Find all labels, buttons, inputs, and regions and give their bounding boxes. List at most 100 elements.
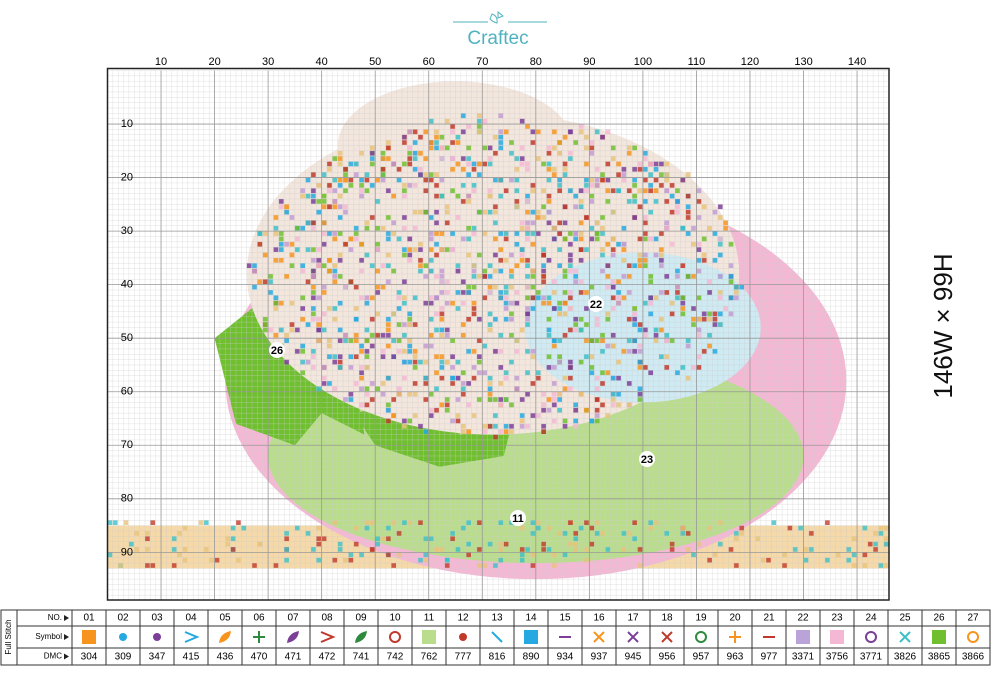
stitch: [418, 423, 423, 429]
stitch: [348, 552, 354, 558]
stitch: [353, 525, 359, 531]
stitch: [707, 290, 712, 295]
stitch: [471, 413, 477, 418]
stitch: [675, 188, 680, 194]
stitch: [626, 145, 632, 151]
stitch: [509, 359, 514, 365]
stitch: [616, 290, 621, 295]
stitch: [851, 536, 857, 542]
stitch: [605, 413, 611, 418]
legend-no: 12: [457, 613, 469, 624]
stitch: [460, 156, 466, 161]
stitch: [460, 166, 466, 172]
stitch: [380, 332, 386, 338]
stitch: [460, 332, 466, 338]
stitch: [530, 268, 536, 274]
stitch: [273, 306, 279, 311]
stitch: [626, 338, 632, 343]
size-label: 146W × 99H: [928, 253, 958, 398]
stitch: [353, 284, 359, 290]
stitch: [401, 300, 407, 306]
stitch: [401, 225, 407, 231]
stitch: [343, 397, 348, 402]
stitch: [353, 172, 359, 177]
stitch: [600, 348, 605, 354]
stitch: [369, 343, 375, 349]
stitch: [562, 311, 568, 317]
x-tick-label: 30: [262, 56, 274, 68]
stitch: [385, 375, 391, 381]
stitch: [348, 182, 354, 188]
stitch: [487, 423, 493, 429]
stitch: [230, 547, 236, 552]
stitch: [546, 177, 552, 183]
stitch: [717, 322, 723, 327]
stitch: [519, 547, 525, 552]
stitch: [327, 354, 332, 360]
stitch: [439, 134, 445, 140]
symbol: [899, 631, 911, 643]
stitch: [353, 354, 359, 360]
stitch: [391, 338, 397, 343]
stitch: [353, 161, 359, 167]
stitch: [471, 231, 477, 236]
stitch: [375, 198, 380, 204]
stitch: [541, 188, 546, 194]
legend-no: 11: [424, 613, 435, 624]
stitch: [396, 386, 402, 392]
stitch: [578, 231, 584, 236]
stitch: [632, 306, 637, 311]
region-badge: [639, 451, 655, 467]
stitch: [632, 166, 637, 172]
legend-dmc: 3756: [826, 652, 849, 663]
legend-dmc: 3826: [894, 652, 917, 663]
stitch: [321, 284, 327, 290]
stitch: [423, 188, 429, 194]
stitch: [573, 236, 579, 242]
stitch: [503, 236, 509, 242]
stitch: [385, 252, 391, 258]
stitch: [396, 295, 402, 301]
stitch: [503, 541, 509, 547]
stitch: [401, 332, 407, 338]
stitch: [632, 193, 637, 199]
stitch: [230, 536, 236, 542]
stitch: [407, 322, 413, 327]
stitch: [557, 263, 562, 268]
stitch: [642, 215, 648, 220]
stitch: [546, 407, 552, 413]
stitch: [332, 557, 338, 563]
stitch: [675, 284, 680, 290]
stitch: [685, 273, 691, 279]
stitch: [391, 563, 397, 568]
stitch: [380, 172, 386, 177]
row-arrow: [64, 653, 69, 660]
stitch: [498, 429, 504, 434]
stitch: [621, 166, 627, 172]
stitch: [482, 370, 488, 376]
stitch: [573, 402, 579, 408]
symbol: [459, 633, 467, 641]
stitch: [450, 381, 455, 386]
stitch: [589, 182, 595, 188]
stitch: [450, 375, 455, 381]
stitch: [434, 193, 439, 199]
stitch: [610, 156, 616, 161]
stitch: [733, 530, 739, 536]
stitch: [653, 177, 659, 183]
stitch: [562, 552, 568, 558]
stitch: [514, 338, 520, 343]
stitch: [364, 525, 370, 531]
stitch: [203, 520, 209, 525]
stitch: [460, 391, 466, 397]
stitch: [337, 231, 343, 236]
stitch: [343, 209, 348, 215]
stitch: [632, 322, 637, 327]
legend-no: 10: [389, 613, 401, 624]
stitch: [471, 348, 477, 354]
stitch: [316, 316, 322, 322]
stitch: [337, 252, 343, 258]
stitch: [380, 225, 386, 231]
stitch: [412, 129, 418, 135]
stitch: [396, 290, 402, 295]
